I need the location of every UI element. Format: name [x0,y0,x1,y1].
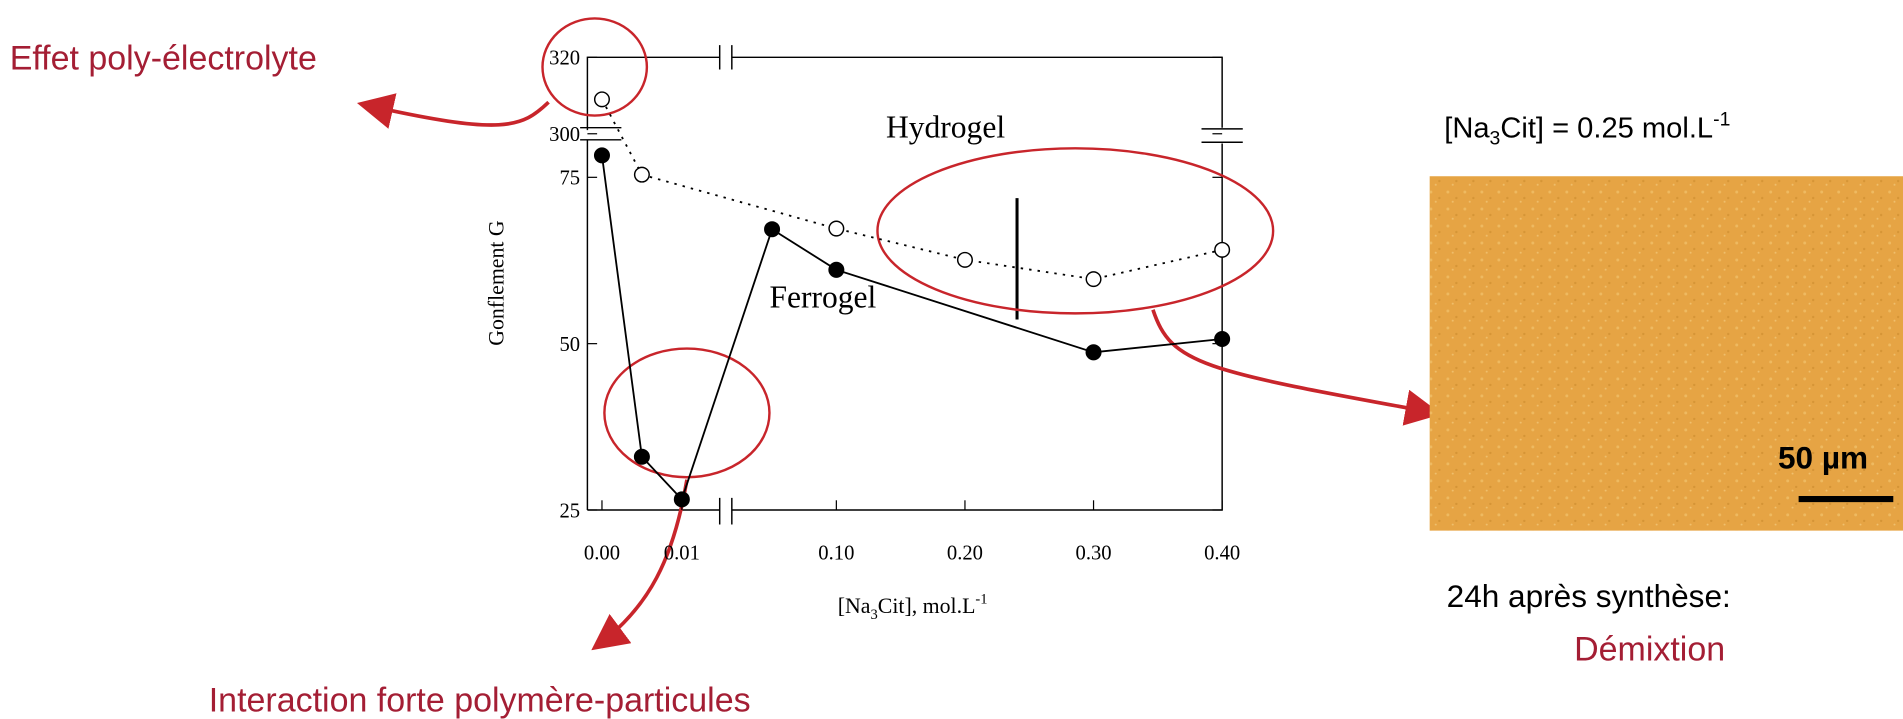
x-tick-label: 0.01 [664,543,700,565]
label-sup: -1 [1713,108,1730,130]
point [593,147,610,164]
y-axis-label: Gonflement G [485,220,509,346]
scale-label: 50 µm [1778,440,1868,476]
annotation: Démixtion [1574,630,1725,668]
point [1085,271,1102,288]
y-tick-label: 25 [559,500,580,522]
y-tick-label: 75 [559,168,580,190]
highlight [876,147,1275,315]
highlight [603,347,771,479]
point [593,91,610,108]
x-tick-label: 0.40 [1204,543,1240,565]
point [828,220,845,237]
point [673,491,690,508]
label-sub: 3 [1490,128,1501,150]
label-part: [Na [1444,112,1490,144]
y-tick-label: 320 [549,48,580,70]
label-sup: -1 [975,591,987,607]
point [1214,330,1231,348]
label-part: Cit], mol.L [878,594,976,618]
annotation: Effet poly-électrolyte [10,39,317,77]
x-tick-label: 0.00 [584,543,620,565]
label-sub: 3 [871,607,878,623]
label-part: [Na [838,594,871,618]
x-tick-label: 0.30 [1076,543,1112,565]
series-line [601,155,1223,502]
point [1214,241,1231,258]
annotation: 24h après synthèse: [1447,578,1731,614]
highlight [541,17,649,117]
x-tick-label: 0.10 [818,543,854,565]
point [956,251,973,268]
micrograph-texture [1429,176,1903,531]
point [633,448,650,465]
point [633,166,650,183]
point [764,221,781,238]
series-label: Ferrogel [769,279,876,314]
point [1085,344,1102,361]
label-part: Cit] = 0.25 mol.L [1500,112,1713,144]
point [828,261,845,278]
y-tick-label: 50 [559,334,580,356]
arrow [356,93,550,129]
condition: [Na3Cit] = 0.25 mol.L-1 [1444,108,1730,149]
y-tick-label: 300 [549,124,580,146]
arrow [1151,309,1442,426]
series-line [601,98,1223,281]
series-label: Hydrogel [886,109,1005,144]
x-tick-label: 0.20 [947,543,983,565]
annotation: Interaction forte polymère-particules [209,681,751,719]
x-axis-label: [Na3Cit], mol.L-1 [838,591,988,623]
